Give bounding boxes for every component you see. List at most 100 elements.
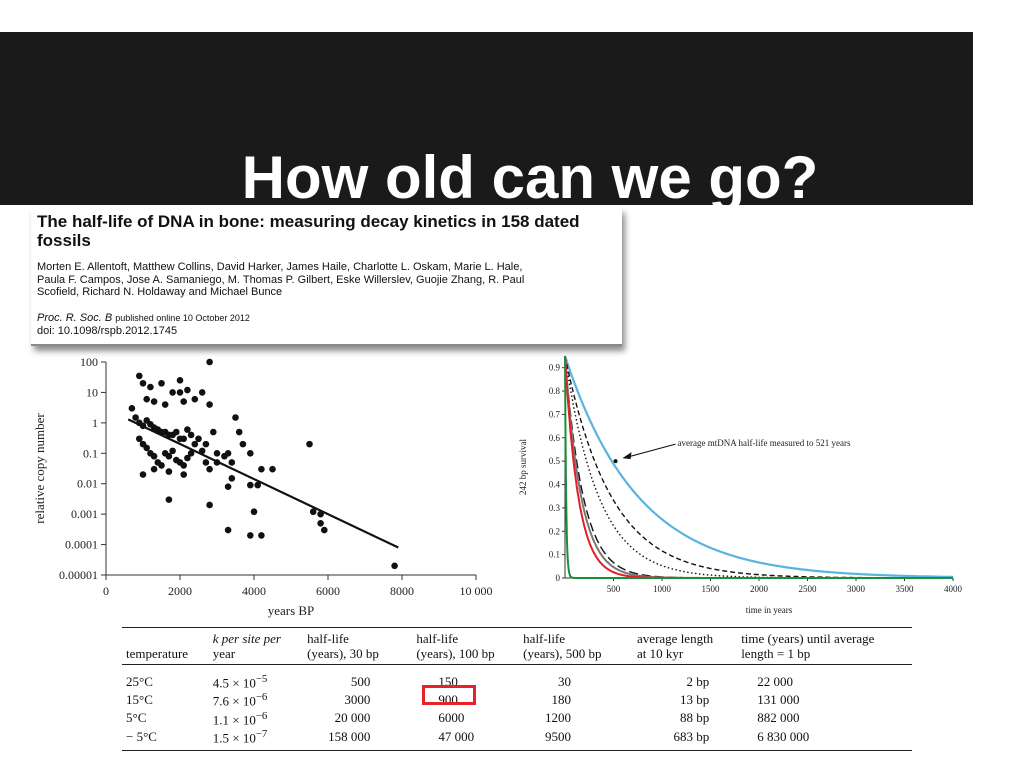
y-tick-label: 0.00001 [59,568,98,582]
y-tick-label: 0.8 [549,386,561,396]
cell-avg-length: 2 bp [686,673,710,689]
data-point [139,471,147,478]
annotation-arrow-line [623,443,676,459]
decay-curve [564,355,953,579]
cell-hl30: 158 000 [328,728,371,744]
x-tick-label: 500 [607,584,621,594]
journal-name: Proc. R. Soc. B [37,312,113,324]
cell-hl100: 150 [438,673,458,689]
data-point [198,389,206,396]
data-point [191,440,199,448]
data-point [206,465,213,473]
data-point [206,358,213,366]
data-point [173,428,180,436]
data-point [158,462,165,469]
data-point [180,471,187,478]
paper-citation: Proc. R. Soc. B published online 10 Octo… [37,312,250,337]
title-banner: How old can we go? [0,32,973,211]
column-header: half-life (years), 500 bp [523,631,602,661]
column-header: k per site per year [212,631,281,661]
data-point [187,431,195,439]
data-point [128,405,136,412]
decay-curve [564,355,954,579]
cell-k: 1.1 × 10−6 [212,709,268,727]
cell-avg-length: 88 bp [679,710,710,726]
data-point [147,383,154,391]
y-tick-label: 1 [92,416,98,430]
data-point [269,465,276,473]
x-tick-label: 10 000 [460,584,493,598]
data-point [132,414,139,421]
y-tick-label: 0 [556,573,561,583]
y-tick-label: 0.9 [549,363,561,373]
data-point [150,398,158,405]
x-tick-label: 4000 [242,584,266,598]
cell-avg-length: 13 bp [679,691,710,707]
data-point [143,395,150,403]
cell-hl100: 47 000 [438,728,475,744]
data-point [247,532,254,539]
y-axis-label: 242 bp survival [518,439,528,495]
trend-line [127,418,399,549]
data-point [213,449,221,457]
y-tick-label: 0.5 [549,456,561,466]
x-tick-label: 4000 [944,584,963,594]
cell-hl500: 1200 [545,710,572,726]
data-point [165,468,173,475]
data-point [224,526,232,534]
data-point [239,440,247,448]
data-point [202,440,210,448]
decay-table: temperature k per site per year half-life… [122,627,912,751]
cell-hl500: 180 [551,691,572,707]
slide-title: How old can we go? [241,144,819,211]
y-tick-label: 0.0001 [65,538,98,552]
x-tick-label: 0 [103,584,109,598]
y-tick-label: 0.001 [71,507,98,521]
x-axis-label: years BP [268,603,315,618]
data-point [195,435,202,443]
data-point [169,389,176,396]
cell-time: 131 000 [757,691,800,707]
data-point [184,386,191,394]
data-point [184,426,191,433]
data-point [309,508,317,516]
x-tick-label: 2000 [750,584,769,594]
x-tick-label: 2500 [799,584,818,594]
data-point [169,447,176,455]
x-tick-label: 2000 [168,584,192,598]
table-row: 25°C 4.5 × 10−5 500 150 30 2 bp 22 000 [122,665,912,691]
cell-hl30: 3000 [344,691,371,707]
annotation-arrowhead [622,452,632,460]
cell-temperature: 5°C [126,710,147,726]
y-tick-label: 0.1 [83,446,98,460]
x-tick-label: 1000 [653,584,672,594]
data-point [210,428,217,436]
cell-temperature: 25°C [126,673,153,689]
doi: doi: 10.1098/rspb.2012.1745 [37,324,178,337]
column-header: half-life (years), 30 bp [307,631,379,661]
y-tick-label: 0.3 [549,503,561,513]
data-point [258,465,265,473]
cell-k: 1.5 × 10−7 [212,727,268,746]
y-tick-label: 0.01 [77,477,98,491]
data-point [180,398,187,405]
data-point [165,452,173,460]
cell-time: 22 000 [757,673,793,689]
cell-hl30: 20 000 [334,710,371,726]
cell-hl500: 9500 [545,728,572,744]
data-point [247,481,254,489]
data-point [165,496,173,503]
data-point [206,501,213,509]
y-tick-label: 0.7 [549,409,561,419]
cell-hl30: 500 [350,673,371,689]
data-point [161,401,169,408]
cell-time: 6 830 000 [757,728,810,744]
y-tick-label: 0.1 [549,550,560,560]
table-row: 5°C 1.1 × 10−6 20 000 6000 1200 88 bp 88… [122,709,912,727]
y-tick-label: 0.2 [549,526,560,536]
cell-k: 4.5 × 10−5 [212,673,268,691]
data-point [235,428,243,436]
decay-curve [564,355,953,579]
y-tick-label: 100 [80,355,98,369]
x-axis-label: time in years [746,605,793,615]
